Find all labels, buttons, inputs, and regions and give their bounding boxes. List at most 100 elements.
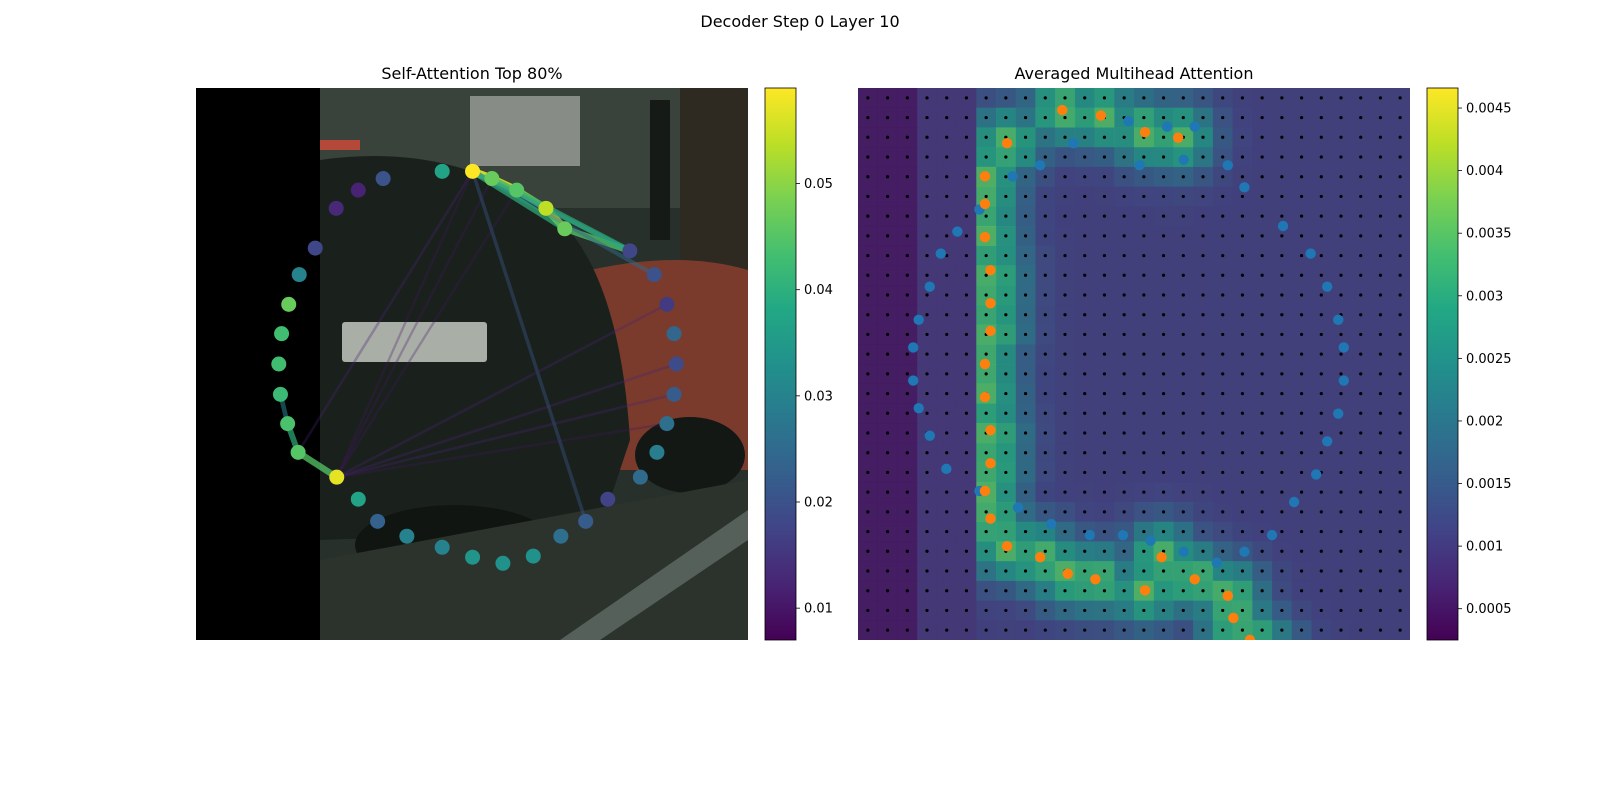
colorbar-tick-label: 0.05 [804, 177, 833, 192]
grid-dot [964, 510, 969, 514]
grid-dot [945, 175, 949, 179]
grid-dot [885, 234, 890, 238]
grid-dot [1201, 490, 1205, 494]
reference-point [908, 375, 919, 386]
grid-dot [1083, 214, 1087, 218]
colorbar-tick-label: 0.001 [1466, 540, 1503, 555]
attention-point [328, 200, 344, 216]
reference-point [924, 281, 935, 292]
grid-dot [1280, 135, 1284, 139]
sampling-point [985, 513, 996, 524]
attention-point [465, 549, 481, 565]
grid-dot [1240, 115, 1245, 120]
grid-dot [1142, 549, 1146, 553]
grid-dot [984, 293, 988, 297]
grid-dot [1004, 96, 1008, 100]
grid-dot [1181, 470, 1185, 475]
attention-point [280, 416, 296, 432]
grid-dot [1004, 253, 1008, 258]
grid-dot [1280, 451, 1284, 455]
grid-dot [905, 470, 909, 475]
grid-dot [1201, 313, 1205, 317]
grid-dot [1280, 214, 1284, 218]
grid-dot [1083, 293, 1087, 297]
grid-dot [1142, 569, 1146, 573]
grid-dot [925, 234, 929, 238]
grid-dot [984, 135, 988, 139]
grid-dot [1142, 431, 1146, 435]
grid-dot [1142, 608, 1146, 613]
grid-dot [1043, 293, 1047, 297]
attention-point [329, 469, 345, 485]
grid-dot [1299, 273, 1304, 277]
sampling-point [1156, 552, 1167, 563]
grid-dot [1201, 155, 1205, 159]
attention-point [509, 182, 525, 198]
sampling-point [979, 198, 991, 210]
grid-dot [1378, 569, 1383, 573]
grid-dot [905, 175, 909, 179]
colorbar-tick-label: 0.004 [1466, 164, 1503, 179]
grid-dot [1260, 293, 1264, 297]
grid-dot [1023, 411, 1028, 415]
sampling-point [1244, 634, 1256, 640]
grid-dot [984, 214, 988, 218]
grid-dot [1161, 529, 1166, 534]
grid-dot [945, 293, 949, 297]
grid-dot [1240, 352, 1245, 356]
sampling-point [1034, 552, 1046, 563]
grid-dot [1378, 589, 1383, 593]
grid-dot [1339, 549, 1343, 553]
grid-dot [945, 490, 949, 494]
grid-dot [945, 96, 949, 100]
sampling-point [1172, 132, 1184, 143]
grid-dot [964, 293, 969, 297]
grid-dot [1043, 490, 1047, 494]
grid-dot [1161, 628, 1166, 632]
grid-dot [866, 273, 870, 277]
grid-dot [1063, 470, 1067, 475]
grid-dot [1201, 431, 1205, 435]
grid-dot [1043, 391, 1047, 396]
grid-dot [1299, 234, 1304, 238]
grid-dot [1102, 589, 1107, 593]
grid-dot [1181, 194, 1185, 199]
grid-dot [866, 628, 870, 632]
grid-dot [1201, 608, 1205, 613]
sampling-point [979, 485, 991, 497]
grid-dot [945, 451, 949, 455]
grid-dot [1240, 194, 1245, 199]
grid-dot [1023, 194, 1028, 199]
grid-dot [866, 214, 870, 218]
grid-dot [1359, 490, 1363, 494]
grid-dot [866, 155, 870, 159]
grid-dot [1339, 352, 1343, 356]
grid-dot [1201, 451, 1205, 455]
grid-dot [1161, 391, 1166, 396]
grid-dot [866, 589, 870, 593]
grid-dot [1102, 411, 1107, 415]
grid-dot [885, 194, 890, 199]
grid-dot [1102, 194, 1107, 199]
grid-dot [1004, 155, 1008, 159]
attention-heatmap [858, 88, 1410, 640]
grid-dot [1043, 175, 1047, 179]
grid-dot [1161, 470, 1166, 475]
grid-dot [905, 569, 909, 573]
attention-point [399, 528, 415, 544]
grid-dot [1122, 470, 1126, 475]
grid-dot [964, 313, 969, 317]
grid-dot [866, 175, 870, 179]
grid-dot [1378, 155, 1383, 159]
grid-dot [1161, 234, 1166, 238]
attention-point [600, 491, 616, 507]
grid-dot [1043, 135, 1047, 139]
grid-dot [1299, 253, 1304, 258]
grid-dot [1260, 332, 1264, 337]
grid-dot [925, 608, 929, 613]
grid-dot [1359, 135, 1363, 139]
grid-dot [1063, 293, 1067, 297]
grid-dot [1240, 608, 1245, 613]
grid-dot [1398, 253, 1402, 258]
reference-point [1117, 529, 1129, 541]
